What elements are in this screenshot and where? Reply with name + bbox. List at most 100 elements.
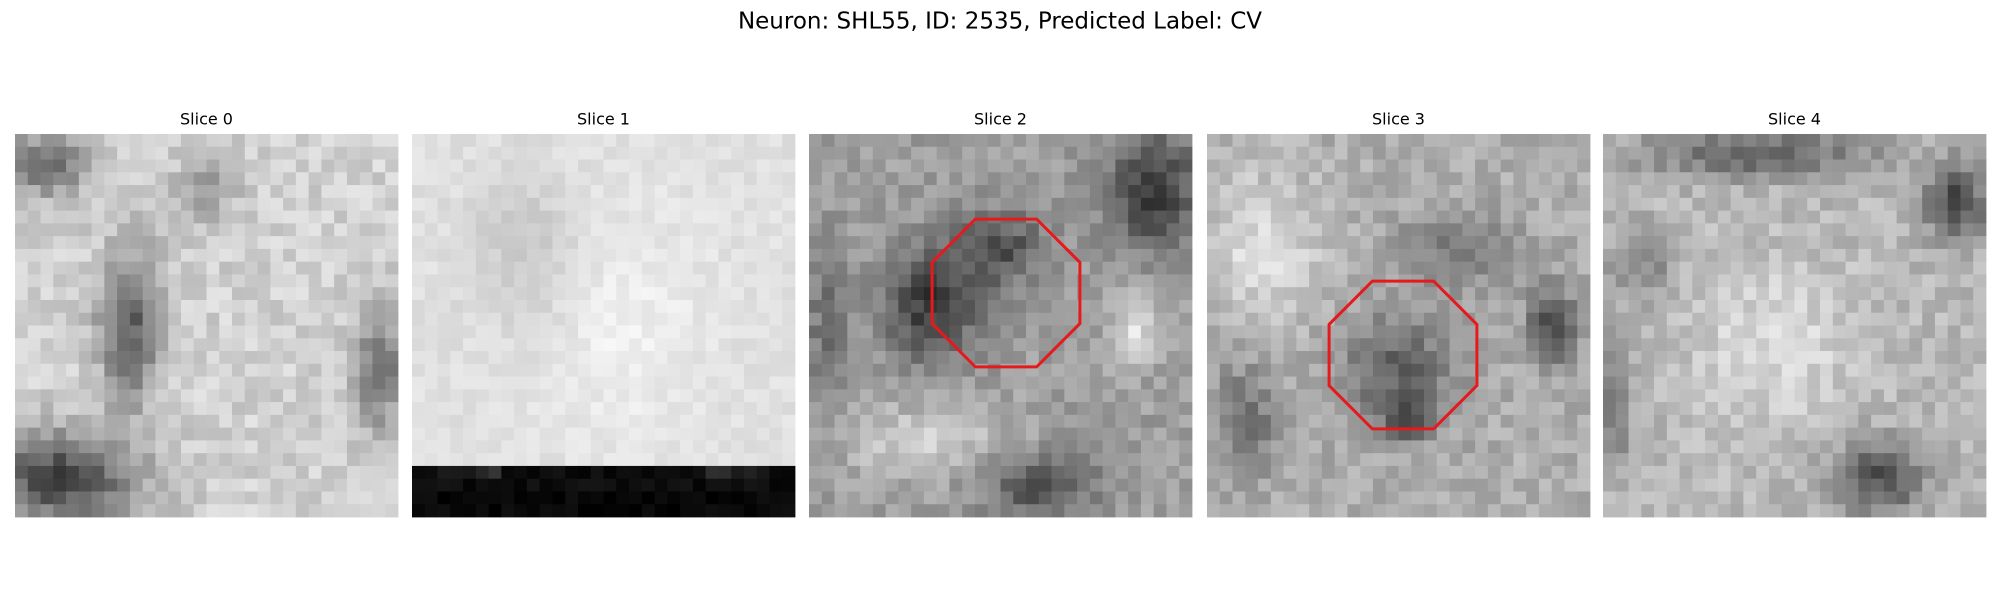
pixel [809,491,823,505]
pixel [756,414,770,429]
pixel [501,134,515,148]
pixel [1038,274,1052,288]
pixel [718,185,732,199]
pixel [1705,427,1719,441]
pixel [1603,491,1617,505]
pixel [346,504,361,518]
pixel [1896,236,1910,250]
pixel [1296,172,1310,186]
pixel [1845,427,1859,441]
pixel [1896,146,1910,160]
pixel [1321,248,1336,263]
pixel [1283,185,1297,199]
pixel [949,402,963,416]
pixel [1140,134,1155,148]
pixel [412,197,426,211]
pixel [743,376,758,390]
pixel [514,389,528,403]
pixel [1258,402,1272,416]
pixel [834,236,848,250]
pixel [206,465,220,480]
pixel [219,402,233,416]
pixel [718,491,732,505]
pixel [142,453,156,467]
pixel [412,223,426,237]
pixel [1360,248,1374,263]
pixel [117,389,131,403]
pixel [295,248,310,263]
pixel [1743,491,1757,505]
pixel [680,376,694,390]
pixel [514,478,528,492]
pixel [1615,172,1629,186]
pixel [743,223,758,237]
pixel [1283,427,1297,441]
pixel [193,248,207,263]
pixel [450,376,464,390]
pixel [680,440,694,454]
pixel [15,185,29,199]
pixel [1858,172,1872,186]
pixel [1730,197,1744,211]
pixel [168,338,182,352]
pixel [104,134,118,148]
pixel [1947,261,1961,275]
pixel [987,491,1001,505]
pixel [539,134,553,148]
pixel [1603,185,1617,199]
pixel [860,172,874,186]
pixel [359,159,373,173]
pixel [641,274,655,288]
pixel [1153,389,1167,403]
pixel [1513,287,1527,301]
pixel [385,389,399,403]
pixel [488,134,502,148]
pixel [321,363,335,377]
pixel [692,478,707,492]
pixel [283,210,297,224]
pixel [321,172,335,186]
pixel [1064,146,1078,160]
pixel [53,389,67,403]
pixel [743,185,758,199]
pixel [168,146,182,160]
pixel [372,312,386,326]
pixel [1064,185,1078,199]
pixel [1115,236,1129,250]
pixel [1934,312,1949,326]
pixel [1551,427,1565,441]
pixel [1179,389,1193,403]
pixel [1832,427,1846,441]
pixel [270,312,284,326]
pixel [91,440,105,454]
pixel [629,312,643,326]
pixel [1000,376,1014,390]
pixel [872,504,886,518]
pixel [782,440,796,454]
pixel [257,248,271,263]
pixel [1013,453,1027,467]
pixel [475,491,489,505]
pixel [1947,440,1961,454]
pixel [1000,248,1014,263]
pixel [40,427,54,441]
pixel [1436,414,1450,429]
pixel [860,274,874,288]
pixel [53,363,67,377]
pixel [232,363,246,377]
pixel [1334,197,1348,211]
pixel [1807,402,1821,416]
pixel [1436,491,1450,505]
pixel [1934,287,1949,301]
pixel [1730,465,1744,480]
pixel [809,261,823,275]
pixel [295,287,310,301]
pixel [501,223,515,237]
pixel [450,261,464,275]
pixel [756,312,770,326]
pixel [1077,427,1091,441]
pixel [1615,312,1629,326]
pixel [412,351,426,365]
pixel [860,478,874,492]
pixel [1551,376,1565,390]
